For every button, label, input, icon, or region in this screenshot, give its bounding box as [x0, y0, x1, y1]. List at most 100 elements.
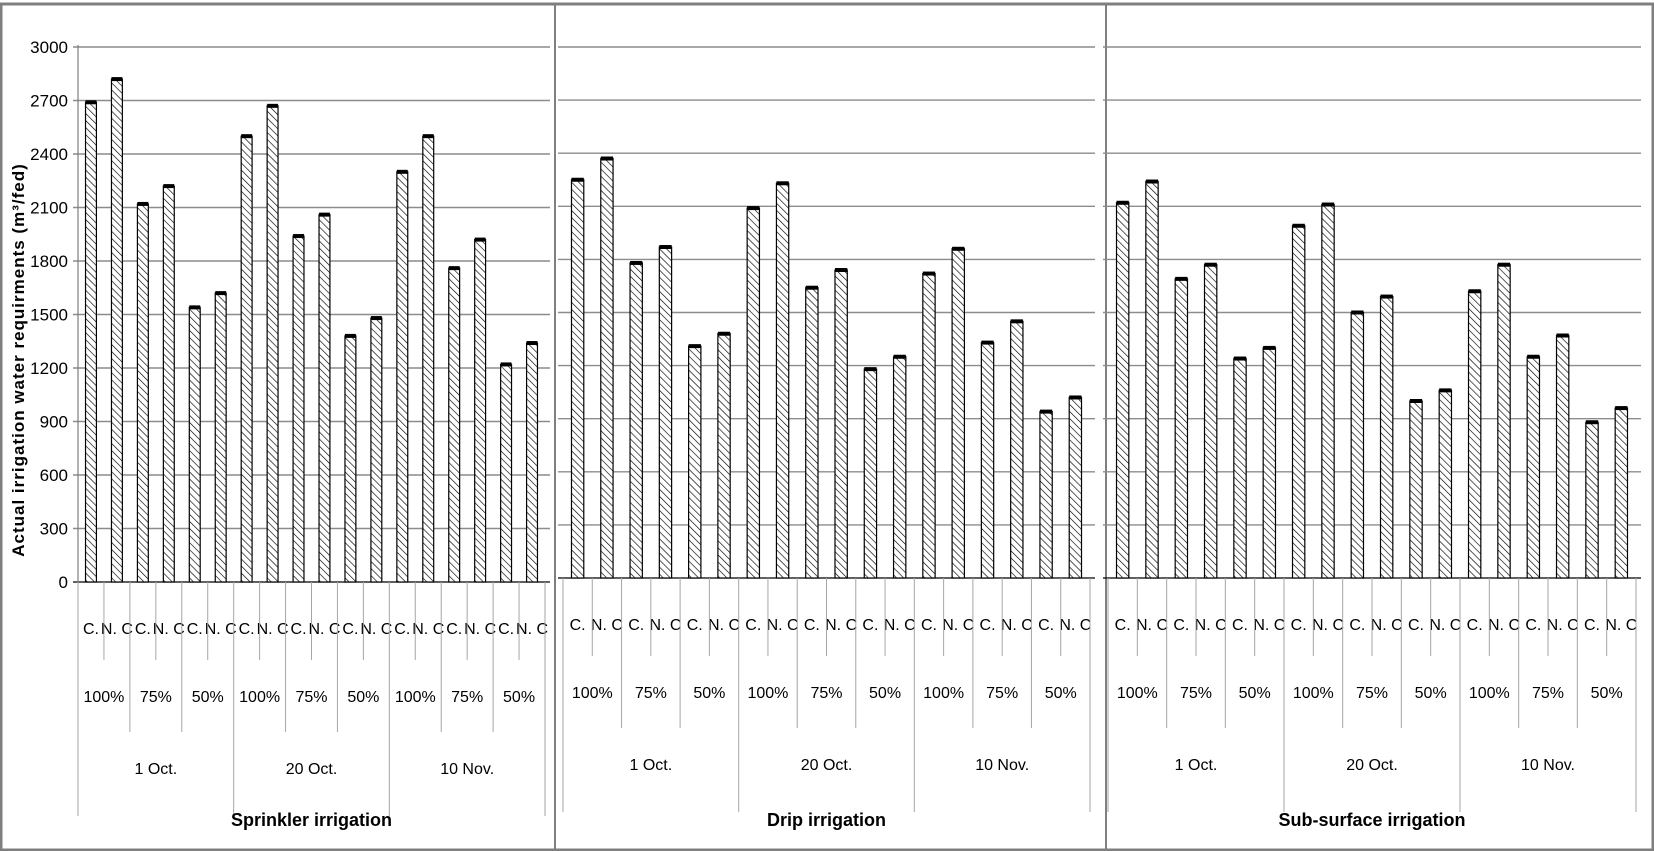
- category-label-treatment: N. C: [1059, 617, 1091, 634]
- bar-cap: [571, 177, 584, 182]
- bar: [266, 105, 279, 583]
- category-label-treatment: N. C: [591, 617, 623, 634]
- bar-cap: [1292, 223, 1305, 228]
- category-label-treatment: C.: [187, 621, 203, 638]
- bar-cap: [922, 271, 936, 276]
- category-label-level: 100%: [923, 685, 964, 702]
- category-label-treatment: N. C: [1253, 617, 1285, 634]
- y-tick-label: 2700: [30, 92, 68, 111]
- bar: [658, 246, 673, 579]
- category-label-treatment: C.: [498, 621, 514, 638]
- category-label-level: 75%: [1532, 685, 1564, 702]
- bar-cap: [137, 201, 149, 206]
- bar-cap: [864, 367, 877, 372]
- bar: [1321, 203, 1335, 579]
- bar: [1291, 225, 1306, 579]
- bar-cap: [111, 77, 123, 82]
- bar-cap: [600, 156, 614, 161]
- bar-cap: [1497, 262, 1511, 267]
- category-label-level: 100%: [1293, 685, 1334, 702]
- category-label-treatment: N. C: [101, 621, 133, 638]
- bar: [746, 207, 761, 579]
- bar: [775, 182, 790, 579]
- bar: [1438, 389, 1453, 579]
- category-label-treatment: C.: [1467, 617, 1483, 634]
- bar-cap: [163, 184, 175, 189]
- bar: [500, 363, 513, 583]
- category-label-treatment: N. C: [1605, 617, 1637, 634]
- bar: [1115, 202, 1130, 579]
- y-tick-label: 2400: [30, 145, 68, 164]
- y-tick-label: 1200: [30, 359, 68, 378]
- category-label-date: 1 Oct.: [1175, 757, 1218, 774]
- bar-cap: [370, 316, 382, 321]
- bar: [1526, 356, 1541, 579]
- bar: [863, 368, 878, 579]
- bar: [717, 333, 731, 579]
- bar: [892, 356, 907, 579]
- y-tick-label: 1800: [30, 252, 68, 271]
- bar-cap: [1039, 409, 1053, 414]
- category-label-level: 100%: [1469, 685, 1510, 702]
- category-label-treatment: C.: [1173, 617, 1189, 634]
- bar: [188, 306, 201, 583]
- category-label-treatment: C.: [687, 617, 703, 634]
- category-label-level: 100%: [83, 689, 124, 706]
- category-label-level: 100%: [395, 689, 436, 706]
- bar: [1010, 320, 1024, 579]
- bar: [1497, 264, 1511, 579]
- y-tick-label: 1500: [30, 306, 68, 325]
- category-label-level: 75%: [635, 685, 667, 702]
- bar: [162, 185, 175, 583]
- category-label-treatment: N. C: [1312, 617, 1344, 634]
- bar-cap: [1380, 294, 1393, 299]
- category-label-treatment: N. C: [516, 621, 548, 638]
- bar-cap: [1527, 354, 1540, 359]
- bar: [1409, 400, 1423, 579]
- bar-cap: [267, 103, 279, 108]
- category-label-treatment: C.: [1525, 617, 1541, 634]
- bar: [292, 235, 305, 583]
- category-label-date: 10 Nov.: [975, 757, 1029, 774]
- bar: [922, 272, 936, 579]
- category-label-treatment: C.: [980, 617, 996, 634]
- category-label-treatment: C.: [745, 617, 761, 634]
- bar-cap: [500, 362, 512, 367]
- category-label-treatment: N. C: [1195, 617, 1227, 634]
- bar: [980, 341, 995, 579]
- bar: [1068, 396, 1083, 579]
- category-label-treatment: N. C: [1488, 617, 1520, 634]
- y-axis-title: Actual irrigation water requirments (m³/…: [9, 163, 28, 557]
- bar-cap: [1409, 399, 1423, 403]
- category-label-treatment: N. C: [205, 621, 237, 638]
- bar: [688, 345, 702, 579]
- category-label-treatment: C.: [862, 617, 878, 634]
- category-label-treatment: C.: [921, 617, 937, 634]
- category-label-level: 100%: [747, 685, 788, 702]
- bar: [110, 78, 123, 583]
- category-label-treatment: N. C: [825, 617, 857, 634]
- bar: [448, 267, 461, 583]
- bar: [1233, 357, 1247, 579]
- category-label-level: 50%: [1239, 685, 1271, 702]
- category-label-treatment: N. C: [1547, 617, 1579, 634]
- category-label-level: 50%: [503, 689, 535, 706]
- category-label-treatment: C.: [804, 617, 820, 634]
- bar: [318, 214, 331, 583]
- bar: [805, 287, 819, 579]
- category-label-treatment: N. C: [1371, 617, 1403, 634]
- category-label-treatment: C.: [1115, 617, 1131, 634]
- bar-cap: [526, 341, 538, 346]
- bar-cap: [319, 212, 330, 217]
- bar-cap: [215, 291, 227, 296]
- bar: [422, 135, 435, 583]
- bar-cap: [422, 134, 434, 139]
- bar-cap: [805, 285, 819, 290]
- y-tick-label: 600: [40, 466, 68, 485]
- bar: [525, 342, 539, 583]
- category-label-date: 20 Oct.: [801, 757, 853, 774]
- bar: [240, 135, 253, 583]
- category-label-treatment: C.: [1408, 617, 1424, 634]
- category-label-level: 50%: [347, 689, 379, 706]
